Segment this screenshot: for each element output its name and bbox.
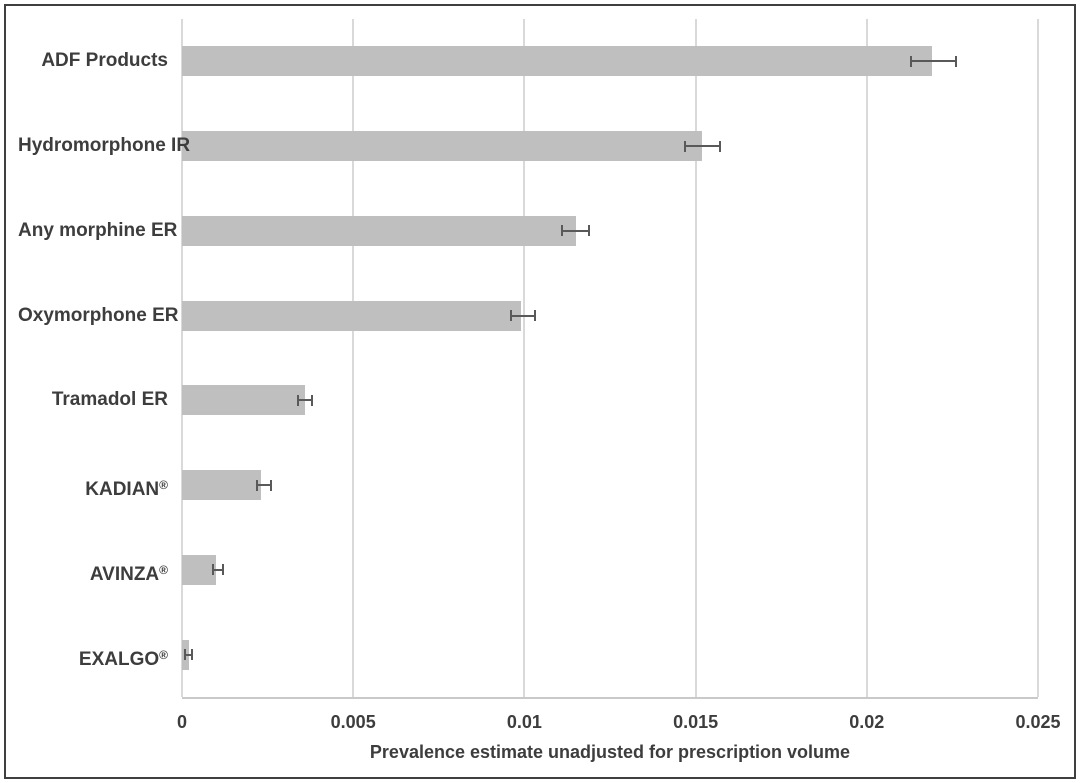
category-label: KADIAN®	[85, 478, 168, 501]
category-label: Oxymorphone ER	[18, 304, 179, 326]
error-bar-cap-low	[684, 140, 687, 152]
category-label: Any morphine ER	[18, 219, 178, 241]
registered-trademark-symbol: ®	[159, 478, 168, 493]
error-bar-line	[257, 484, 271, 487]
error-bar-line	[685, 145, 720, 148]
bar	[182, 385, 306, 416]
error-bar-line	[562, 229, 590, 232]
error-bar-line	[911, 60, 956, 63]
error-bar-cap-high	[270, 479, 273, 491]
error-bar-cap-low	[509, 310, 512, 322]
error-bar-cap-high	[954, 55, 957, 67]
category-label: Tramadol ER	[51, 389, 168, 411]
x-tick-label: 0	[176, 712, 187, 732]
bar	[182, 470, 261, 501]
x-tick-label: 0.02	[849, 712, 885, 732]
bar	[182, 300, 521, 331]
gridline	[1037, 19, 1039, 697]
error-bar-cap-low	[184, 649, 187, 661]
error-bar-cap-high	[533, 310, 536, 322]
gridline	[352, 19, 355, 697]
plot-area	[181, 19, 1039, 699]
error-bar-cap-low	[256, 479, 259, 491]
error-bar-cap-low	[211, 564, 214, 576]
x-tick-label: 0.025	[1015, 712, 1061, 732]
error-bar-cap-low	[910, 55, 913, 67]
gridline	[694, 19, 697, 697]
bar	[182, 554, 217, 585]
error-bar-line	[212, 568, 224, 571]
gridline	[181, 19, 183, 697]
category-label: EXALGO®	[78, 647, 168, 670]
category-label: ADF Products	[41, 50, 168, 72]
error-bar-line	[510, 314, 535, 317]
error-bar-line	[185, 653, 193, 656]
error-bar-cap-high	[222, 564, 225, 576]
error-bar-cap-low	[297, 394, 300, 406]
error-bar-line	[298, 399, 313, 402]
category-label: Hydromorphone IR	[18, 135, 191, 157]
bar	[182, 46, 932, 77]
x-tick-label: 0.01	[506, 712, 542, 732]
gridline	[865, 19, 868, 697]
error-bar-cap-high	[311, 394, 314, 406]
bar	[182, 215, 576, 246]
registered-trademark-symbol: ®	[159, 647, 168, 662]
x-tick-label: 0.015	[673, 712, 719, 732]
x-tick-label: 0.005	[330, 712, 376, 732]
gridline	[523, 19, 526, 697]
error-bar-cap-low	[561, 225, 564, 237]
registered-trademark-symbol: ®	[159, 562, 168, 577]
error-bar-cap-high	[588, 225, 591, 237]
x-axis-title: Prevalence estimate unadjusted for presc…	[369, 742, 851, 762]
category-label: AVINZA®	[89, 562, 168, 585]
error-bar-cap-high	[718, 140, 721, 152]
error-bar-cap-high	[191, 649, 194, 661]
bar	[182, 131, 703, 162]
